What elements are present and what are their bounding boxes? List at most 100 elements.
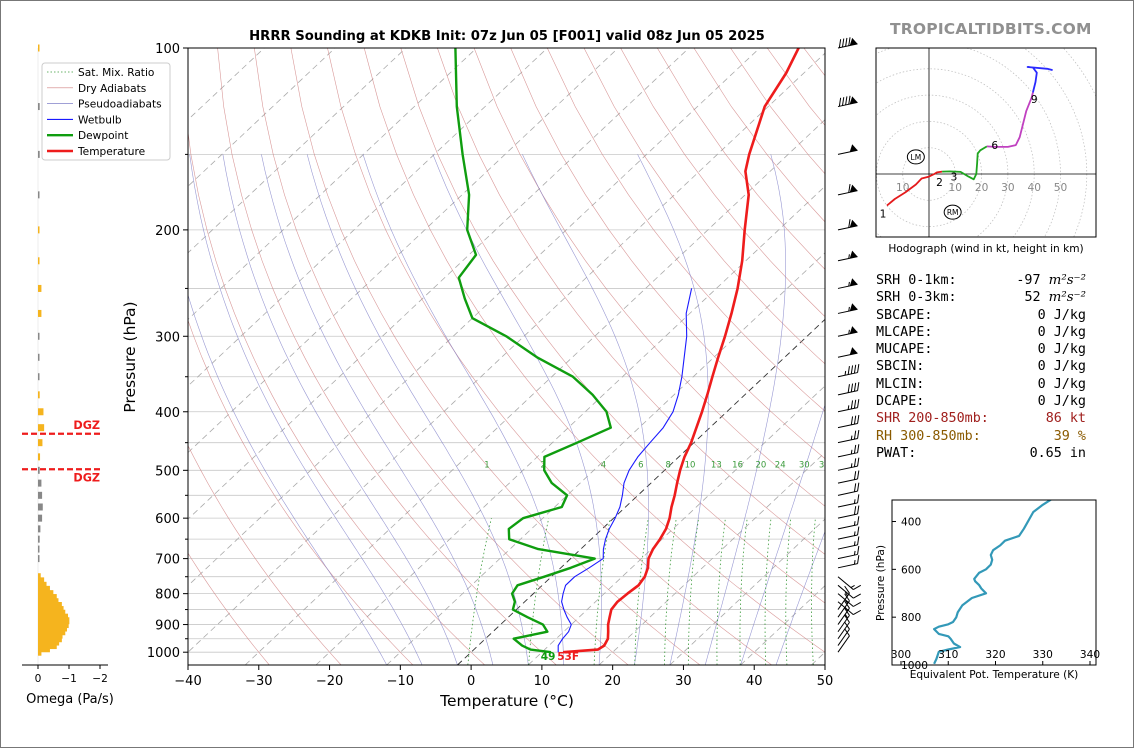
param-row: PWAT: 0.65 in (876, 445, 1096, 462)
hodograph-frame (875, 47, 1097, 238)
wind-barb (837, 584, 862, 599)
hodograph-height-label: 9 (1031, 94, 1038, 106)
wind-barb (837, 457, 860, 471)
theta-e-x-tick-label: 310 (938, 649, 958, 661)
omega-bar (38, 635, 62, 643)
param-label: SBCIN: (876, 359, 925, 375)
dry-adiabat (510, 48, 825, 460)
param-value: 0 J/kg (1037, 307, 1086, 323)
param-value: 0 J/kg (1037, 376, 1086, 392)
param-label: PWAT: (876, 445, 917, 461)
omega-tick-label: 0 (35, 673, 42, 685)
hodograph-segment (1026, 66, 1053, 93)
hodograph-segment (886, 170, 943, 207)
wind-barb (837, 278, 858, 289)
mixing-ratio-label: 8 (666, 460, 671, 470)
omega-bar (38, 332, 40, 340)
wind-barb (837, 593, 850, 618)
y-tick-label: 900 (155, 619, 180, 634)
omega-axis-label: Omega (Pa/s) (26, 692, 114, 707)
omega-bar (38, 581, 47, 589)
isotherm-line (188, 48, 548, 387)
sounding-parameters: SRH 0-1km: -97 m²s⁻² SRH 0-3km: 52 m²s⁻² SBC… (876, 272, 1096, 462)
wind-barb (837, 628, 850, 653)
theta-e-y-label: Pressure (hPa) (875, 545, 887, 621)
omega-bar (38, 585, 50, 593)
isotherm-line (669, 518, 825, 665)
wind-barb (837, 429, 860, 444)
omega-bar (38, 525, 41, 533)
wind-barb (837, 470, 860, 484)
omega-bar (38, 590, 54, 598)
param-row: SBCAPE: 0 J/kg (876, 307, 1096, 324)
omega-tick-label: −1 (61, 673, 77, 685)
isotherm-line (188, 48, 690, 520)
hodograph-segment (942, 145, 988, 181)
wind-barb (837, 585, 850, 610)
omega-bar (38, 535, 40, 543)
param-value: 0 J/kg (1037, 394, 1086, 410)
theta-e-y-tick-label: 400 (901, 517, 921, 529)
dry-adiabat (620, 48, 825, 318)
omega-bar (38, 594, 57, 602)
hodograph-ring-label: 20 (975, 182, 989, 194)
pseudoadiabat (362, 154, 564, 665)
theta-e-y-tick-label: 800 (901, 612, 921, 624)
omega-bar (38, 598, 59, 606)
isotherm-line (315, 185, 825, 665)
mixing-ratio-line (687, 518, 699, 665)
wind-barb (837, 399, 860, 413)
mixing-ratio-line (716, 518, 726, 665)
surface-temp-label: 53F (557, 651, 579, 663)
mixing-ratio-label: 30 (799, 460, 810, 470)
surface-dew-label: 49 (541, 651, 556, 663)
param-row: SRH 0-3km: 52 m²s⁻² (876, 289, 1096, 306)
omega-bar (38, 373, 40, 381)
pseudoadiabat (189, 154, 423, 665)
y-axis-label: Pressure (hPa) (121, 301, 139, 412)
mixing-ratio-line (664, 518, 677, 665)
param-label: SRH 0-3km: (876, 290, 957, 306)
pseudoadiabat (188, 294, 387, 665)
legend-label: Wetbulb (78, 114, 122, 126)
wind-barb (837, 545, 860, 560)
omega-bar (38, 309, 42, 317)
dry-adiabat (363, 48, 825, 653)
param-value: 0 J/kg (1037, 324, 1086, 340)
hodograph-ring-label: 40 (1027, 182, 1041, 194)
omega-bar (38, 555, 40, 563)
mixing-ratio-label: 6 (638, 460, 643, 470)
wind-barb (837, 347, 858, 358)
theta-e-plot-area (891, 499, 1097, 666)
y-tick-label: 1000 (147, 646, 180, 661)
hodograph-height-label: 1 (880, 208, 887, 220)
isotherm-line (457, 318, 825, 665)
param-row: MUCAPE: 0 J/kg (876, 341, 1096, 358)
x-tick-label: −10 (387, 674, 414, 689)
storm-motion-marker (906, 149, 925, 165)
pseudoadiabat (637, 154, 709, 665)
dry-adiabat (583, 48, 825, 365)
omega-bar (38, 191, 40, 199)
x-axis-label: Temperature (°C) (439, 692, 574, 710)
y-tick-label: 500 (155, 464, 180, 479)
omega-bar (38, 642, 57, 650)
theta-e-line (932, 500, 1053, 665)
wind-barb (837, 555, 860, 569)
isotherm-line (598, 451, 825, 665)
omega-bar (38, 466, 40, 474)
y-tick-label: 100 (155, 42, 180, 57)
storm-motion-label: LM (911, 153, 922, 162)
omega-bar (38, 577, 45, 585)
hodograph-height-label: 6 (991, 140, 998, 152)
x-tick-label: 40 (746, 674, 763, 689)
hodograph-caption: Hodograph (wind in kt, height in km) (888, 243, 1083, 255)
omega-bar (38, 613, 69, 621)
dry-adiabat (188, 129, 485, 665)
omega-bar (38, 257, 40, 265)
omega-bar (38, 609, 66, 617)
omega-bar (38, 284, 42, 292)
mixing-ratio-label: 24 (775, 460, 786, 470)
param-value: -97 m²s⁻² (1016, 273, 1086, 288)
param-value: 52 m²s⁻² (1024, 290, 1086, 306)
